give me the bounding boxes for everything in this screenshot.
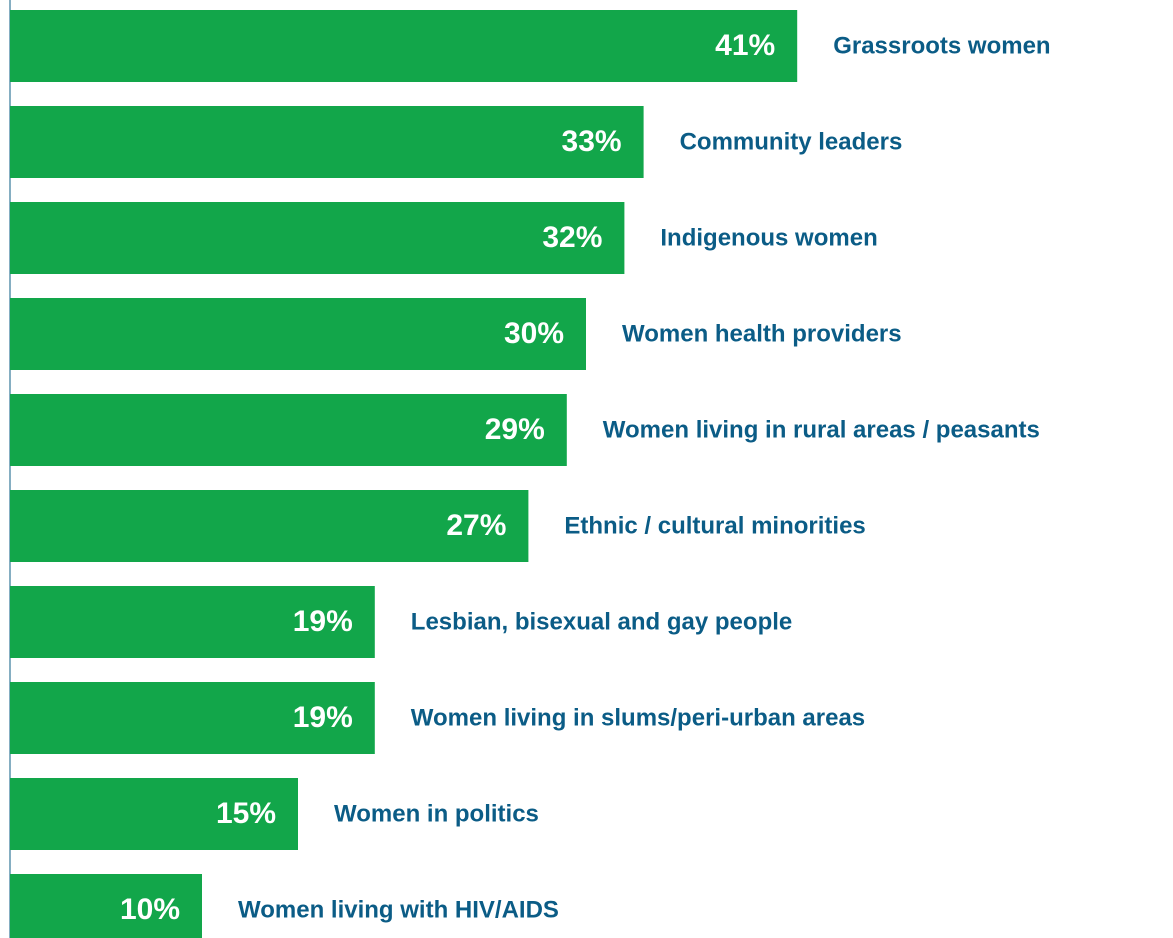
bar (10, 874, 202, 938)
bar (10, 490, 529, 562)
value-label: 30% (504, 317, 564, 350)
category-label: Grassroots women (833, 32, 1050, 59)
value-label: 19% (293, 701, 353, 734)
value-label: 41% (715, 29, 775, 62)
category-label: Women living in slums/peri-urban areas (411, 704, 865, 731)
category-label: Women health providers (622, 320, 902, 347)
value-label: 19% (293, 605, 353, 638)
bar (10, 202, 625, 274)
bar (10, 394, 567, 466)
bar (10, 10, 798, 82)
value-label: 10% (120, 893, 180, 926)
bar (10, 106, 644, 178)
category-label: Ethnic / cultural minorities (564, 512, 865, 539)
bar (10, 298, 586, 370)
value-label: 32% (542, 221, 602, 254)
category-label: Women in politics (334, 800, 539, 827)
value-label: 29% (485, 413, 545, 446)
category-label: Women living with HIV/AIDS (238, 896, 559, 923)
category-label: Community leaders (680, 128, 903, 155)
bar (10, 778, 298, 850)
value-label: 15% (216, 797, 276, 830)
value-label: 27% (446, 509, 506, 542)
category-label: Lesbian, bisexual and gay people (411, 608, 792, 635)
category-label: Women living in rural areas / peasants (603, 416, 1040, 443)
bar (10, 682, 375, 754)
value-label: 33% (562, 125, 622, 158)
category-label: Indigenous women (660, 224, 877, 251)
bar (10, 586, 375, 658)
